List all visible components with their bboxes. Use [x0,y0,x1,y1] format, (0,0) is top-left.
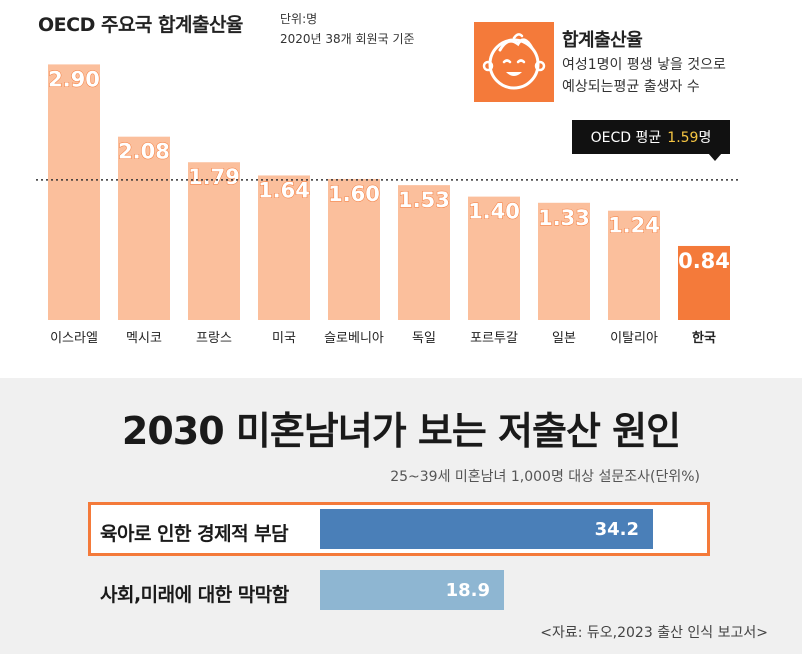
category-label: 미국 [272,331,296,346]
bar-5 [398,185,450,320]
category-label: 독일 [412,331,436,346]
bar-value-label: 1.60 [328,182,380,206]
bar-value-label: 1.79 [188,165,240,189]
bar-value-label: 2.08 [118,140,170,164]
survey-row-label: 육아로 인한 경제적 부담 [100,523,289,545]
bar-7 [538,202,590,320]
category-label: 한국 [692,330,716,346]
survey-row-label: 사회,미래에 대한 막막함 [100,584,289,606]
bar-0 [48,64,100,321]
chart-title: OECD 주요국 합계출산율 [38,14,243,36]
category-label: 멕시코 [126,331,162,346]
category-label: 프랑스 [196,331,232,346]
chart-subtitle: 2020년 38개 회원국 기준 [280,32,415,46]
bar-value-label: 1.40 [468,200,520,224]
average-value: 1.59 [667,130,699,146]
category-label: 포르투갈 [470,331,518,346]
bar-9 [678,245,730,320]
source-note: <자료: 듀오,2023 출산 인식 보고서> [540,625,768,641]
survey-bar-value: 34.2 [594,518,639,540]
average-label: OECD 평균 [590,130,662,146]
info-description-line2: 예상되는평균 출생자 수 [562,79,700,95]
survey-title: 2030 미혼남녀가 보는 저출산 원인 [121,409,681,453]
category-label: 슬로베니아 [324,331,384,346]
bar-4 [328,178,380,320]
bar-6 [468,196,520,320]
survey-bar: 18.9 [320,570,504,610]
bar-1 [118,136,170,320]
chart-unit: 단위:명 [280,12,318,26]
survey-section: 2030 미혼남녀가 보는 저출산 원인 25~39세 미혼남녀 1,000명 … [0,378,802,654]
fertility-rate-chart: OECD 주요국 합계출산율 단위:명 2020년 38개 회원국 기준 합계출… [36,12,738,346]
survey-subtitle: 25~39세 미혼남녀 1,000명 대상 설문조사(단위%) [390,469,700,485]
bar-value-label: 1.24 [608,214,660,238]
survey-bar-value: 18.9 [445,579,490,601]
average-callout-pointer [708,153,722,161]
average-callout: OECD 평균 1.59명 [572,120,730,154]
bar-chart-svg: 2.90 이스라엘 2.08 멕시코 1.79 프랑스 1.64 미국 1.60 슬로베니아 1.5… [36,64,738,346]
bar-value-label: 1.33 [538,206,590,230]
bar-8 [608,210,660,320]
bar-value-label: 1.53 [398,188,450,212]
category-label: 일본 [552,331,576,346]
average-unit: 명 [698,130,712,146]
bar-value-label: 1.64 [258,178,310,202]
survey-bar: 34.2 [320,509,653,549]
info-description-line1: 여성1명이 평생 낳을 것으로 [562,57,726,73]
info-title: 합계출산율 [562,30,643,51]
category-label: 이스라엘 [50,331,98,346]
category-label: 이탈리아 [610,331,658,346]
bar-3 [258,175,310,320]
baby-face-icon [474,22,554,102]
bar-value-label: 2.90 [48,67,100,91]
bar-2 [188,162,240,320]
bar-value-label: 0.84 [678,249,730,273]
